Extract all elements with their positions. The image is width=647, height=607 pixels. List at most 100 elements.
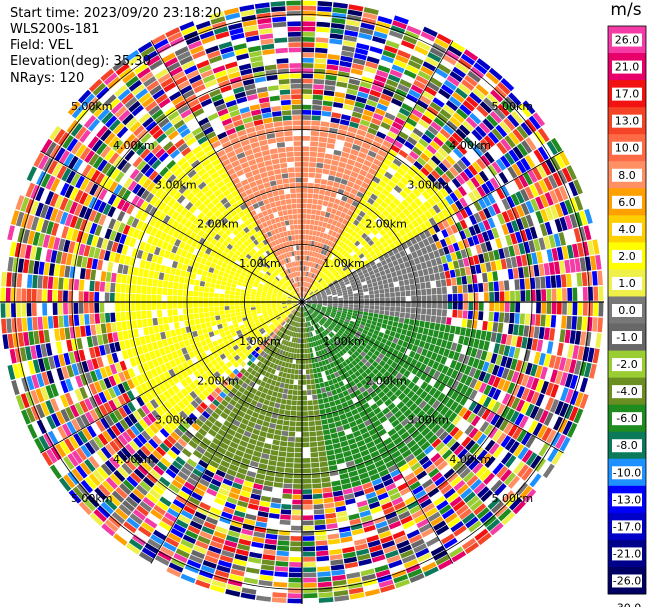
- velocity-gate: [291, 347, 295, 353]
- velocity-gate: [494, 483, 507, 496]
- velocity-gate: [284, 362, 290, 368]
- velocity-gate: [310, 307, 315, 311]
- velocity-gate: [379, 229, 387, 237]
- velocity-gate: [358, 295, 364, 299]
- velocity-gate: [469, 92, 482, 104]
- velocity-gate: [374, 309, 380, 314]
- velocity-gate: [388, 415, 397, 424]
- velocity-gate: [325, 278, 330, 283]
- velocity-gate: [549, 220, 558, 234]
- velocity-gate: [320, 227, 326, 233]
- velocity-gate: [458, 230, 467, 240]
- velocity-gate: [190, 325, 197, 332]
- velocity-gate: [306, 298, 312, 301]
- velocity-gate: [291, 309, 296, 314]
- velocity-gate: [312, 299, 317, 301]
- velocity-gate: [316, 293, 321, 297]
- velocity-gate: [354, 276, 360, 282]
- velocity-gate: [345, 283, 351, 288]
- velocity-gate: [302, 52, 315, 58]
- velocity-gate: [180, 509, 194, 520]
- velocity-gate: [375, 399, 384, 407]
- velocity-gate: [509, 440, 520, 454]
- velocity-gate: [516, 385, 526, 399]
- velocity-gate: [569, 213, 578, 229]
- velocity-gate: [304, 271, 307, 277]
- velocity-gate: [336, 259, 342, 266]
- velocity-gate: [472, 430, 483, 442]
- velocity-gate: [475, 418, 485, 430]
- velocity-gate: [268, 373, 275, 380]
- velocity-gate: [310, 331, 314, 337]
- velocity-gate: [298, 317, 301, 323]
- velocity-gate: [318, 142, 327, 148]
- velocity-gate: [310, 136, 319, 142]
- velocity-gate: [217, 428, 227, 437]
- velocity-gate: [164, 512, 178, 523]
- velocity-gate: [390, 176, 400, 185]
- velocity-gate: [322, 487, 333, 493]
- velocity-gate: [345, 328, 352, 333]
- velocity-gate: [520, 290, 526, 302]
- velocity-gate: [152, 435, 163, 446]
- velocity-gate: [236, 358, 244, 365]
- velocity-gate: [460, 140, 472, 152]
- velocity-gate: [506, 369, 515, 382]
- velocity-gate: [313, 404, 320, 411]
- velocity-gate: [302, 535, 315, 541]
- velocity-gate: [468, 400, 478, 412]
- velocity-gate: [392, 158, 403, 167]
- velocity-gate: [302, 317, 305, 323]
- velocity-gate: [322, 492, 333, 499]
- velocity-gate: [403, 370, 411, 378]
- velocity-gate: [442, 375, 450, 385]
- velocity-gate: [342, 146, 352, 154]
- velocity-gate: [464, 152, 475, 164]
- velocity-gate: [116, 529, 131, 542]
- velocity-gate: [327, 294, 332, 297]
- velocity-gate: [288, 577, 302, 583]
- velocity-gate: [247, 556, 262, 564]
- velocity-gate: [332, 154, 341, 162]
- velocity-gate: [347, 465, 357, 473]
- velocity-gate: [441, 218, 450, 229]
- velocity-gate: [288, 319, 292, 325]
- velocity-gate: [302, 234, 306, 240]
- velocity-gate: [510, 302, 515, 313]
- velocity-gate: [317, 328, 322, 333]
- velocity-gate: [483, 135, 496, 148]
- velocity-gate: [381, 419, 391, 428]
- velocity-gate: [442, 124, 455, 135]
- velocity-gate: [316, 11, 332, 18]
- velocity-gate: [422, 403, 432, 413]
- velocity-gate: [346, 286, 352, 290]
- velocity-gate: [367, 94, 380, 103]
- velocity-gate: [148, 453, 160, 465]
- velocity-gate: [188, 440, 198, 449]
- velocity-gate: [353, 538, 367, 546]
- velocity-gate: [333, 243, 339, 250]
- velocity-gate: [493, 85, 507, 99]
- velocity-gate: [363, 419, 372, 427]
- velocity-gate: [321, 371, 326, 377]
- velocity-gate: [321, 274, 326, 279]
- velocity-gate: [381, 274, 387, 281]
- velocity-gate: [302, 167, 309, 172]
- velocity-gate: [122, 330, 129, 340]
- velocity-gate: [548, 414, 559, 429]
- velocity-gate: [521, 140, 533, 154]
- velocity-gate: [512, 426, 523, 440]
- velocity-gate: [300, 307, 302, 312]
- velocity-gate: [482, 207, 492, 219]
- velocity-gate: [320, 266, 325, 272]
- velocity-gate: [203, 398, 212, 407]
- velocity-gate: [281, 430, 289, 437]
- velocity-gate: [535, 289, 541, 302]
- velocity-gate: [211, 455, 222, 464]
- velocity-gate: [238, 422, 247, 430]
- velocity-gate: [280, 320, 285, 325]
- velocity-gate: [466, 319, 473, 329]
- velocity-gate: [346, 181, 355, 188]
- velocity-gate: [152, 484, 165, 496]
- velocity-gate: [305, 306, 309, 310]
